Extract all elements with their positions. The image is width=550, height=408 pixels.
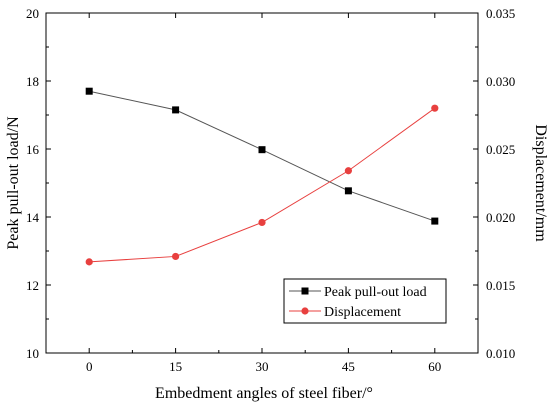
series-line-peak-pull-out-load	[89, 90, 435, 222]
point-peak-pull-out-load	[172, 106, 180, 114]
point-displacement	[344, 167, 352, 175]
x-tick-label: 60	[428, 359, 441, 374]
y-left-tick-label: 20	[26, 6, 39, 21]
y-right-tick-label: 0.025	[486, 142, 515, 157]
y-left-tick-label: 10	[26, 346, 39, 361]
axes: 0 15 30 45 60 10 12 14 16 18 20 0.010 0.015 0.020 0.02…	[26, 6, 515, 374]
y-right-tick-label: 0.015	[486, 278, 515, 293]
y-axis-title-left: Peak pull-out load/N	[5, 116, 22, 250]
x-tick-label: 30	[256, 359, 269, 374]
y-right-tick-label: 0.030	[486, 74, 515, 89]
x-tick-label: 0	[86, 359, 93, 374]
y-right-tick-label: 0.035	[486, 6, 515, 21]
y-right-tick-label: 0.010	[486, 346, 515, 361]
point-peak-pull-out-load	[431, 217, 439, 225]
series-line-displacement	[89, 107, 436, 263]
y-left-tick-label: 16	[26, 142, 40, 157]
y-axis-title-right: Displacement/mm	[532, 124, 549, 242]
x-tick-label: 15	[169, 359, 182, 374]
point-displacement	[431, 104, 439, 112]
point-displacement	[172, 252, 180, 261]
legend-label-displacement: Displacement	[324, 305, 401, 320]
legend-marker-load	[301, 287, 309, 295]
y-right-tick-label: 0.020	[486, 210, 515, 225]
point-displacement	[258, 218, 266, 227]
x-axis-title: Embedment angles of steel fiber/°	[155, 385, 373, 402]
y-left-tick-label: 12	[26, 278, 39, 293]
point-displacement	[85, 258, 93, 266]
point-peak-pull-out-load	[344, 187, 352, 195]
legend-box	[283, 278, 447, 324]
y-left-tick-label: 18	[26, 74, 39, 89]
x-tick-label: 45	[342, 359, 355, 374]
legend: Peak pull-out load Displacement	[283, 278, 447, 324]
point-peak-pull-out-load	[258, 146, 266, 154]
legend-marker-displacement	[301, 307, 309, 315]
y-left-tick-label: 14	[26, 210, 40, 225]
point-peak-pull-out-load	[85, 87, 93, 95]
plot-series	[85, 87, 439, 266]
legend-label-load: Peak pull-out load	[324, 285, 427, 300]
